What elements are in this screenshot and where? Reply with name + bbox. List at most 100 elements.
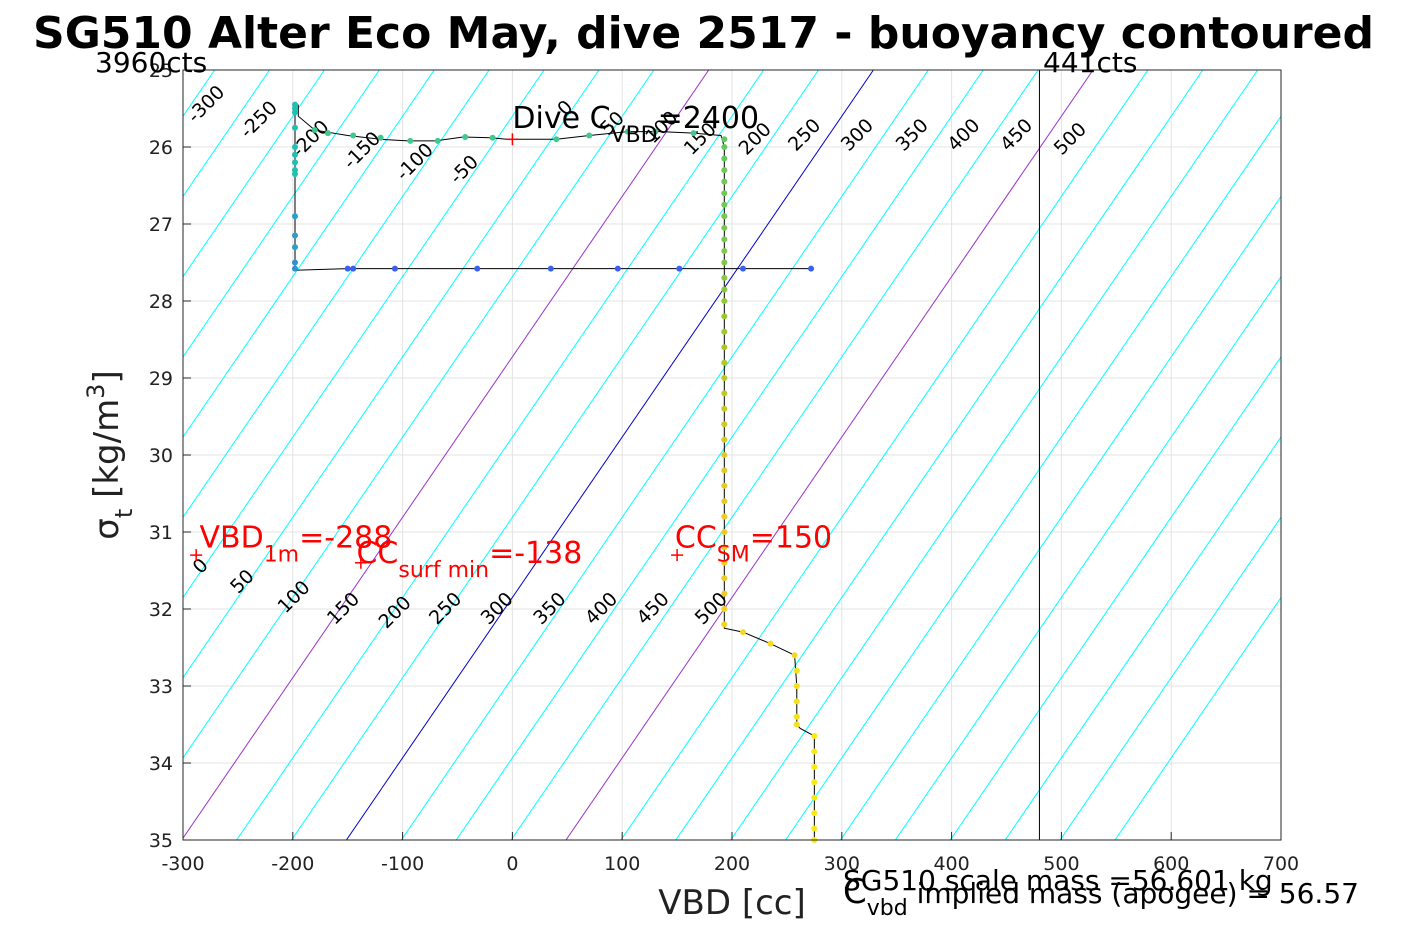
data-point bbox=[434, 137, 441, 144]
data-point bbox=[721, 224, 728, 231]
contour-line bbox=[183, 70, 490, 519]
data-point bbox=[291, 159, 298, 166]
contour-line bbox=[840, 195, 1281, 840]
left-counts-label: 3960cts bbox=[95, 46, 207, 79]
x-tick-label: 500 bbox=[1043, 853, 1079, 875]
data-point bbox=[721, 498, 728, 505]
plus-marker bbox=[354, 556, 367, 569]
x-tick-label: -300 bbox=[161, 853, 204, 875]
data-point bbox=[808, 265, 815, 272]
data-point bbox=[586, 132, 593, 139]
annotation: Dive CVBD=2400 bbox=[512, 101, 759, 148]
contour-line bbox=[183, 70, 710, 839]
y-axis-label: σt [kg/m3] bbox=[82, 370, 138, 539]
data-point bbox=[324, 130, 331, 137]
data-point bbox=[377, 134, 384, 141]
data-point bbox=[811, 794, 818, 801]
data-point bbox=[690, 130, 697, 137]
x-tick-label: 600 bbox=[1153, 853, 1189, 875]
data-point bbox=[721, 436, 728, 443]
data-point bbox=[721, 544, 728, 551]
data-point bbox=[291, 170, 298, 177]
y-tick-label: 27 bbox=[149, 214, 173, 236]
y-tick-label: 35 bbox=[149, 830, 173, 852]
data-point bbox=[721, 590, 728, 597]
contour-line bbox=[455, 70, 984, 840]
data-points bbox=[291, 101, 818, 843]
data-point bbox=[391, 265, 398, 272]
x-tick-label: -100 bbox=[381, 853, 424, 875]
plus-marker bbox=[506, 133, 519, 146]
contour-line bbox=[675, 70, 1204, 840]
data-point bbox=[721, 286, 728, 293]
contour-line bbox=[236, 70, 765, 840]
data-point bbox=[474, 265, 481, 272]
implied-mass-text: Cvbd implied mass (apogee) = 56.57 bbox=[843, 872, 1359, 921]
x-tick-label: 200 bbox=[714, 853, 750, 875]
contour-line bbox=[1059, 516, 1281, 840]
data-point bbox=[739, 265, 746, 272]
data-point bbox=[721, 513, 728, 520]
data-point bbox=[291, 259, 298, 266]
contour-line bbox=[894, 275, 1281, 840]
data-point bbox=[721, 575, 728, 582]
data-point bbox=[291, 109, 298, 116]
data-point bbox=[721, 390, 728, 397]
data-point bbox=[721, 144, 728, 150]
data-point bbox=[767, 640, 774, 647]
data-point bbox=[791, 652, 798, 659]
contour-line bbox=[565, 70, 1094, 840]
data-point bbox=[721, 236, 728, 243]
data-point bbox=[811, 825, 818, 832]
contour-line bbox=[183, 70, 545, 599]
y-ticks: 25 26 27 28 29 30 31 32 33 34 35 bbox=[149, 60, 191, 852]
x-tick-label: 700 bbox=[1263, 853, 1299, 875]
y-tick-label: 33 bbox=[149, 676, 173, 698]
data-point bbox=[721, 201, 728, 208]
contour-line bbox=[345, 70, 874, 840]
contour-line bbox=[183, 70, 435, 438]
x-tick-label: 100 bbox=[604, 853, 640, 875]
data-point bbox=[721, 359, 728, 366]
y-tick-label: 30 bbox=[149, 445, 173, 467]
data-point bbox=[793, 713, 800, 720]
data-point bbox=[291, 151, 298, 158]
contour-line bbox=[620, 70, 1149, 840]
contour-line bbox=[0, 70, 160, 840]
data-point bbox=[547, 265, 554, 272]
data-point bbox=[721, 529, 728, 535]
data-point bbox=[721, 213, 728, 220]
x-tick-label: 300 bbox=[824, 853, 860, 875]
contour-line bbox=[785, 115, 1281, 840]
data-point bbox=[721, 606, 728, 612]
y-tick-label: 31 bbox=[149, 522, 173, 544]
data-point bbox=[811, 748, 818, 755]
contour-line bbox=[1004, 436, 1281, 840]
contour-line bbox=[183, 70, 380, 358]
annotation: VBD1m=-288 bbox=[199, 520, 392, 567]
x-axis-label: VBD [cc] bbox=[658, 883, 806, 923]
data-point bbox=[553, 136, 560, 143]
data-point bbox=[614, 265, 621, 272]
plus-marker bbox=[671, 549, 684, 562]
data-point bbox=[793, 667, 800, 674]
data-point bbox=[721, 328, 728, 335]
data-point bbox=[652, 128, 659, 135]
data-point bbox=[739, 629, 746, 636]
red-markers bbox=[190, 133, 684, 569]
data-point bbox=[811, 733, 818, 740]
x-tick-label: 0 bbox=[506, 853, 518, 875]
data-point bbox=[721, 190, 728, 197]
data-point bbox=[721, 375, 728, 381]
contour-line bbox=[730, 70, 1259, 840]
data-point bbox=[721, 452, 728, 458]
data-point bbox=[291, 124, 298, 131]
data-point bbox=[624, 128, 631, 135]
data-point bbox=[721, 247, 728, 254]
data-point bbox=[407, 137, 414, 144]
data-point bbox=[811, 763, 818, 770]
data-point bbox=[721, 259, 728, 266]
data-point bbox=[344, 265, 351, 272]
data-point bbox=[721, 274, 728, 281]
